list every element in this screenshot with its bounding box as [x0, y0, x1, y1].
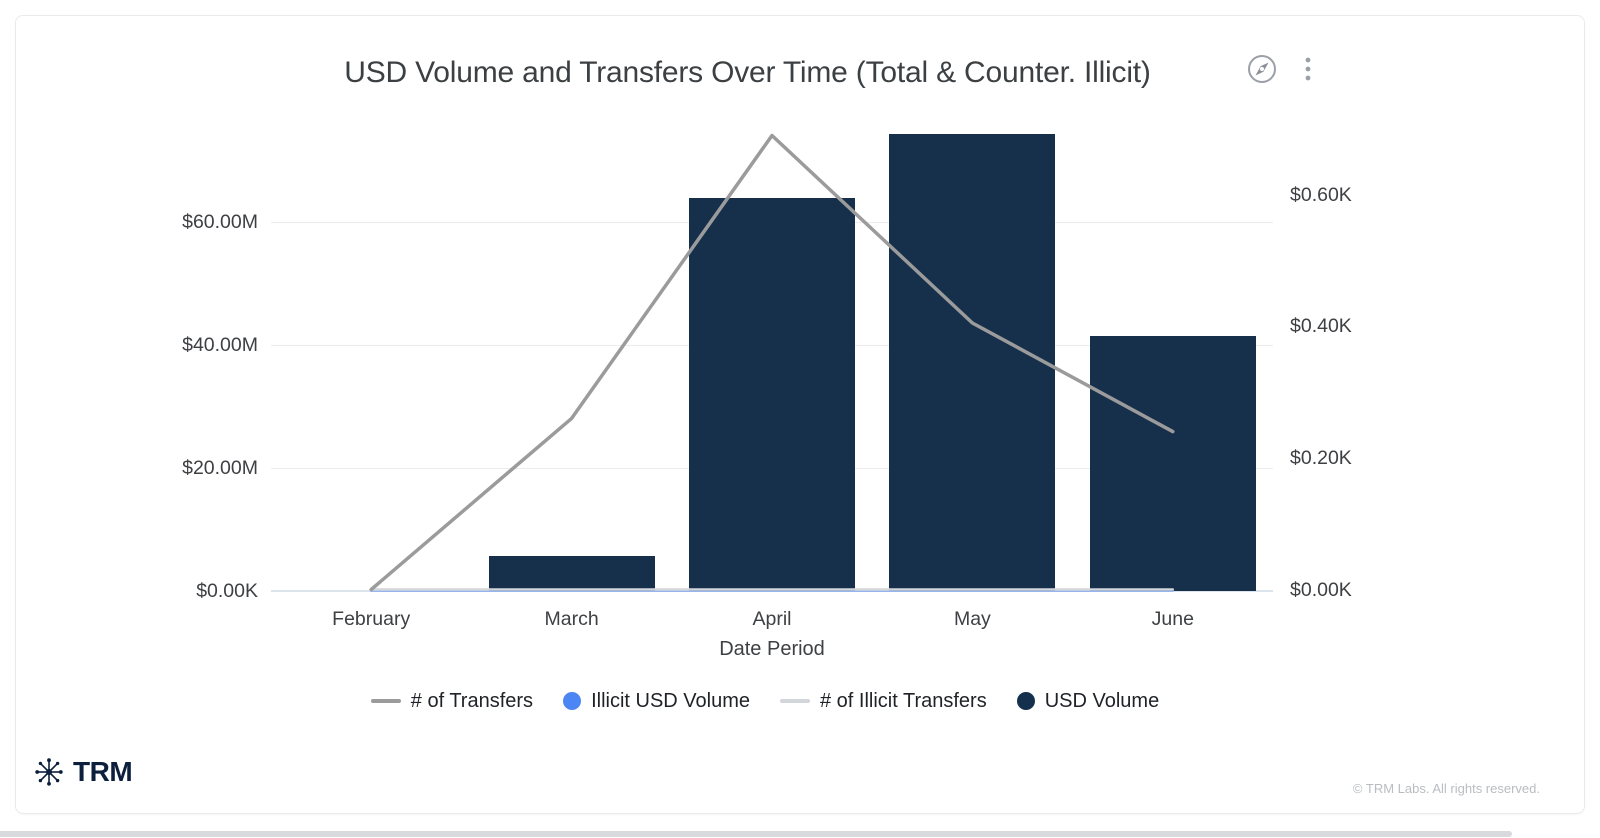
x-tick-may: May: [953, 608, 991, 630]
trm-network-icon: [35, 758, 63, 786]
chart-card: USD Volume and Transfers Over Time (Tota…: [15, 15, 1585, 814]
right-axis-tick-label: $0.20K: [1290, 446, 1352, 469]
legend-line-marker: [370, 699, 401, 703]
compass-icon: [1248, 55, 1276, 83]
legend-line-marker: [780, 699, 810, 703]
horizontal-scrollbar[interactable]: [0, 831, 1512, 837]
legend-item--of-transfers[interactable]: # of Transfers: [370, 689, 534, 713]
left-axis-tick-label: $20.00M: [182, 457, 258, 479]
bar-may[interactable]: [889, 134, 1056, 591]
legend-label: # of Illicit Transfers: [820, 689, 987, 712]
legend-dot-marker: [1016, 692, 1035, 710]
explore-compass-button[interactable]: [1246, 53, 1278, 85]
left-axis-tick-label: $40.00M: [182, 334, 258, 356]
kebab-menu-icon: [1305, 57, 1311, 81]
legend-label: # of Transfers: [410, 689, 534, 712]
bar-april[interactable]: [689, 198, 855, 591]
legend-label: USD Volume: [1044, 689, 1160, 712]
right-axis-tick-label: $0.00K: [1290, 578, 1352, 601]
legend-item-usd-volume[interactable]: USD Volume: [1016, 689, 1160, 713]
brand-logo: TRM: [34, 756, 133, 788]
chart-legend: # of Transfers Illicit USD Volume # of Ill…: [16, 686, 1514, 716]
legend-dot-marker: [563, 692, 582, 710]
chart-title: USD Volume and Transfers Over Time (Tota…: [344, 56, 1151, 89]
left-axis-tick-label: $0.00K: [196, 580, 258, 602]
copyright-text: © TRM Labs. All rights reserved.: [1352, 781, 1540, 796]
x-tick-april: April: [752, 608, 792, 630]
legend-label: Illicit USD Volume: [591, 689, 750, 712]
brand-name: TRM: [73, 756, 133, 787]
legend-item--of-illicit-transfers[interactable]: # of Illicit Transfers: [780, 690, 987, 713]
x-tick-june: June: [1151, 608, 1194, 630]
x-axis-title: Date Period: [719, 638, 825, 660]
right-axis-tick-label: $0.60K: [1290, 183, 1352, 206]
left-axis-tick-label: $60.00M: [182, 211, 258, 233]
bar-march[interactable]: [488, 555, 655, 591]
legend-item-illicit-usd-volume[interactable]: Illicit USD Volume: [563, 690, 750, 713]
more-options-button[interactable]: [1298, 53, 1318, 85]
x-tick-march: March: [544, 608, 599, 630]
bar-june[interactable]: [1089, 335, 1256, 591]
x-tick-february: February: [332, 608, 411, 630]
right-axis-tick-label: $0.40K: [1290, 315, 1352, 338]
